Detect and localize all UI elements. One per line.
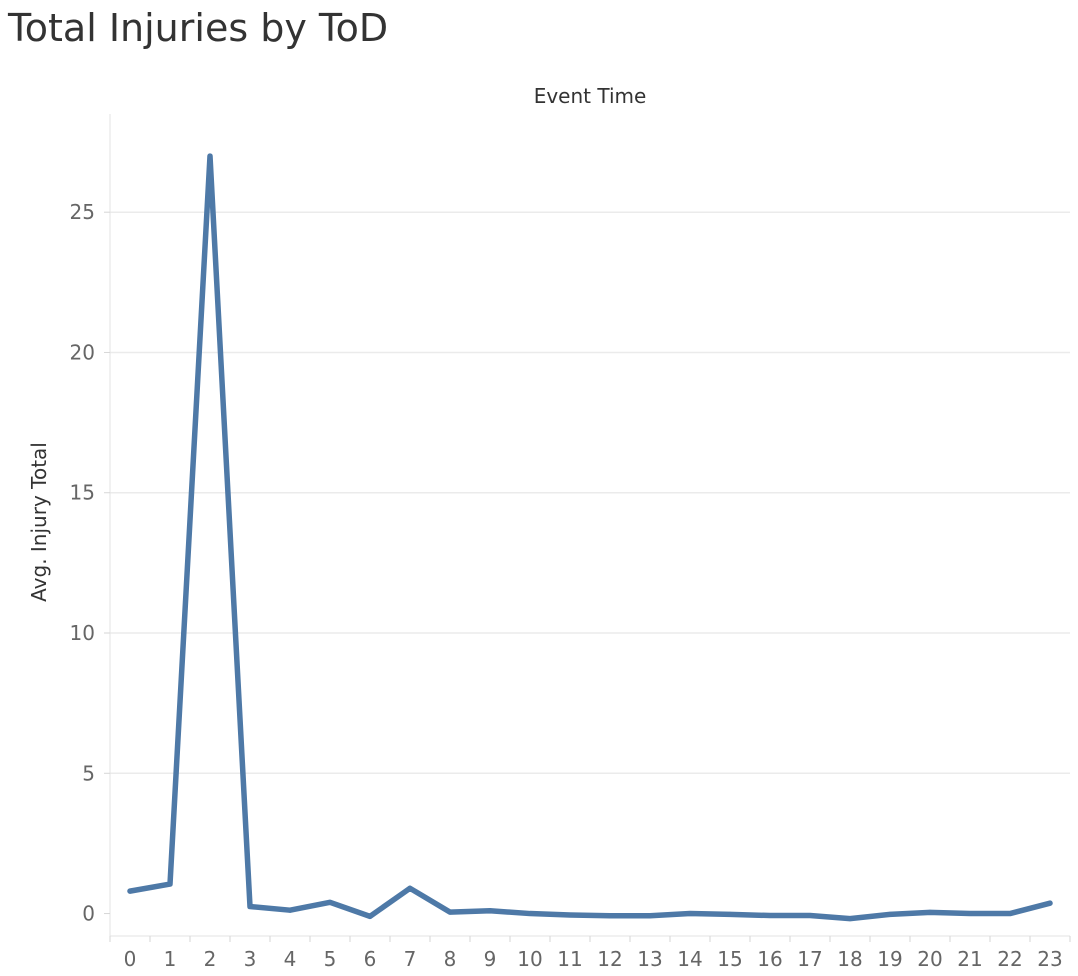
x-tick-label: 13 — [637, 947, 662, 971]
x-tick-label: 6 — [364, 947, 377, 971]
series-line — [127, 153, 1053, 922]
gridlines — [110, 211, 1070, 775]
x-tick-label: 20 — [917, 947, 942, 971]
x-tick-label: 8 — [444, 947, 457, 971]
x-tick-label: 1 — [164, 947, 177, 971]
x-tick-label: 17 — [797, 947, 822, 971]
data-point — [1007, 911, 1013, 917]
x-tick-label: 0 — [124, 947, 137, 971]
x-tick-label: 12 — [597, 947, 622, 971]
data-point — [847, 916, 853, 922]
data-point — [1047, 900, 1053, 906]
x-tick-label: 23 — [1037, 947, 1062, 971]
x-axis-ticks: 0 1 2 3 4 5 6 7 8 9 10 11 12 13 14 15 16 17 18 19 20 21 22 23 — [124, 947, 1063, 971]
data-point — [287, 907, 293, 913]
data-point — [207, 153, 213, 159]
x-tick-label: 16 — [757, 947, 782, 971]
data-point — [887, 911, 893, 917]
x-tick-label: 9 — [484, 947, 497, 971]
data-point — [447, 909, 453, 915]
x-tick-label: 15 — [717, 947, 742, 971]
chart-title: Total Injuries by ToD — [8, 6, 389, 50]
data-point — [807, 913, 813, 919]
y-tick-label: 5 — [82, 761, 95, 785]
data-point — [527, 911, 533, 917]
data-point — [247, 904, 253, 910]
y-tick-label: 0 — [82, 902, 95, 926]
y-tick-label: 15 — [70, 481, 95, 505]
data-point — [407, 885, 413, 891]
data-point — [767, 913, 773, 919]
x-tick-label: 5 — [324, 947, 337, 971]
y-tick-label: 25 — [70, 200, 95, 224]
x-tick-label: 22 — [997, 947, 1022, 971]
y-tick-label: 20 — [70, 340, 95, 364]
x-tick-label: 14 — [677, 947, 702, 971]
data-point — [687, 911, 693, 917]
data-point — [967, 911, 973, 917]
data-point — [367, 913, 373, 919]
x-tick-label: 11 — [557, 947, 582, 971]
x-tick-label: 18 — [837, 947, 862, 971]
data-point — [487, 908, 493, 914]
y-axis-ticks: 0 5 10 15 20 25 — [70, 200, 95, 925]
axes — [104, 114, 1071, 942]
x-axis-title: Event Time — [534, 84, 647, 108]
data-point — [647, 913, 653, 919]
data-point — [167, 881, 173, 887]
data-point — [567, 912, 573, 918]
data-point — [327, 899, 333, 905]
data-point — [607, 913, 613, 919]
y-tick-label: 10 — [70, 621, 95, 645]
data-point — [927, 909, 933, 915]
x-tick-label: 3 — [244, 947, 257, 971]
x-tick-label: 4 — [284, 947, 297, 971]
data-point — [727, 911, 733, 917]
series-layer — [127, 153, 1053, 922]
y-axis-title: Avg. Injury Total — [27, 442, 51, 602]
x-tick-label: 2 — [204, 947, 217, 971]
x-tick-label: 10 — [517, 947, 542, 971]
x-tick-label: 21 — [957, 947, 982, 971]
data-point — [127, 888, 133, 894]
x-tick-label: 7 — [404, 947, 417, 971]
x-tick-label: 19 — [877, 947, 902, 971]
